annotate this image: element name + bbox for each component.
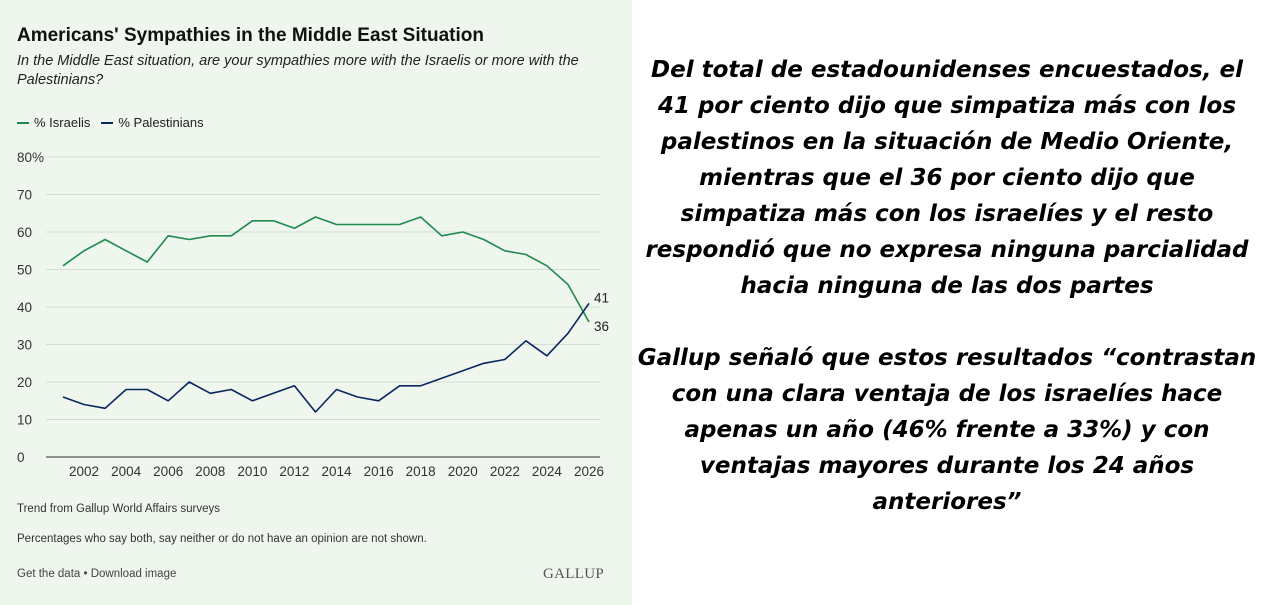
chart-title: Americans' Sympathies in the Middle East…	[17, 25, 484, 46]
x-tick-label: 2004	[111, 464, 142, 479]
legend-item-palestinians: % Palestinians	[101, 115, 204, 130]
x-tick-label: 2002	[69, 464, 99, 479]
y-tick-label: 20	[17, 375, 32, 390]
y-tick-label: 60	[17, 225, 32, 240]
chart-subtitle: In the Middle East situation, are your s…	[17, 53, 579, 88]
y-tick-label: 0	[17, 450, 25, 465]
article-paragraph-1: Del total de estadounidenses encuestados…	[645, 57, 1249, 299]
y-tick-label: 70	[17, 188, 32, 203]
x-tick-label: 2012	[279, 464, 309, 479]
chart-legend: % Israelis % Palestinians	[17, 115, 215, 130]
x-tick-label: 2026	[574, 464, 604, 479]
x-tick-label: 2016	[364, 464, 394, 479]
x-tick-label: 2014	[321, 464, 352, 479]
y-tick-label: 50	[17, 263, 32, 278]
y-tick-label: 80%	[17, 150, 44, 165]
x-tick-label: 2006	[153, 464, 183, 479]
footnote-trend: Trend from Gallup World Affairs surveys	[17, 503, 221, 515]
end-label-palestinians: 41	[594, 290, 609, 305]
legend-item-israelis: % Israelis	[17, 115, 90, 130]
chart-panel: Americans' Sympathies in the Middle East…	[0, 0, 632, 605]
series-line-israelis	[62, 216, 590, 323]
x-tick-label: 2022	[490, 464, 520, 479]
y-tick-label: 40	[17, 300, 32, 315]
y-tick-label: 30	[17, 338, 32, 353]
x-tick-label: 2018	[406, 464, 436, 479]
x-tick-label: 2010	[237, 464, 267, 479]
series-line-palestinians	[62, 302, 590, 413]
legend-swatch-israelis	[17, 121, 29, 124]
x-tick-label: 2020	[448, 464, 478, 479]
legend-swatch-palestinians	[101, 121, 114, 124]
line-chart: 0 10 20 30 40 50 60 70 80% 2002 2004 2006 2008 2010 20…	[17, 150, 609, 479]
x-tick-label: 2008	[195, 464, 225, 479]
legend-label-israelis: % Israelis	[34, 115, 91, 130]
footnote-note: Percentages who say both, say neither or…	[17, 533, 427, 545]
y-tick-label: 10	[17, 413, 32, 428]
x-tick-label: 2024	[532, 464, 563, 479]
gallup-logo: GALLUP	[543, 566, 604, 582]
article-text: Del total de estadounidenses encuestados…	[634, 52, 1260, 520]
article-paragraph-2: Gallup señaló que estos resultados “cont…	[637, 345, 1257, 515]
data-links[interactable]: Get the data • Download image	[17, 568, 177, 580]
legend-label-palestinians: % Palestinians	[118, 115, 204, 130]
end-label-israelis: 36	[594, 319, 609, 334]
